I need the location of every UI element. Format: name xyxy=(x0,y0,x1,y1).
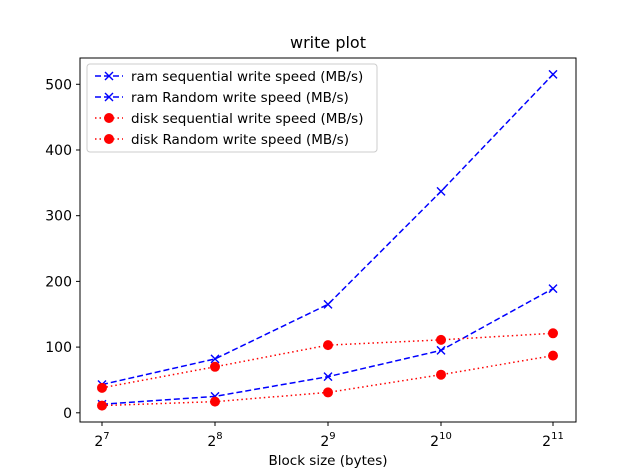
legend-label: disk sequential write speed (MB/s) xyxy=(131,111,363,127)
y-tick-label: 0 xyxy=(63,406,72,422)
data-point xyxy=(210,396,220,407)
data-point xyxy=(97,382,107,393)
legend-marker xyxy=(104,113,114,123)
y-tick-label: 200 xyxy=(45,274,72,290)
legend-marker xyxy=(104,134,114,144)
data-point xyxy=(436,186,446,196)
data-point xyxy=(436,334,446,345)
y-tick-label: 400 xyxy=(45,143,72,159)
data-point xyxy=(323,340,333,351)
x-tick-label: 27 xyxy=(94,431,109,450)
data-point xyxy=(436,345,446,355)
legend-label: ram Random write speed (MB/s) xyxy=(131,90,349,106)
legend-entry: disk Random write speed (MB/s) xyxy=(95,132,349,148)
legend-box xyxy=(86,63,378,153)
series-line-1 xyxy=(101,73,554,386)
data-point xyxy=(323,299,333,309)
data-point xyxy=(548,328,558,339)
data-point xyxy=(323,387,333,398)
x-tick-label: 28 xyxy=(207,431,222,450)
y-tick-label: 300 xyxy=(45,209,72,225)
data-point xyxy=(97,400,107,411)
data-point xyxy=(548,350,558,361)
y-tick-label: 500 xyxy=(45,77,72,93)
x-tick-label: 29 xyxy=(320,431,335,450)
chart-title: write plot xyxy=(290,33,366,52)
data-point xyxy=(436,369,446,380)
data-point xyxy=(548,69,558,79)
data-point xyxy=(323,372,333,382)
legend-entry: ram sequential write speed (MB/s) xyxy=(95,69,363,85)
x-tick-label: 210 xyxy=(430,431,452,450)
legend-marker xyxy=(104,71,114,81)
legend-entry: disk sequential write speed (MB/s) xyxy=(95,111,363,127)
x-tick-label: 211 xyxy=(542,431,564,450)
y-tick-label: 100 xyxy=(45,340,72,356)
legend-label: ram sequential write speed (MB/s) xyxy=(131,69,363,85)
data-point xyxy=(210,354,220,364)
legend: ram sequential write speed (MB/s) ram Ran… xyxy=(86,63,378,153)
data-point xyxy=(548,284,558,294)
legend-entry: ram Random write speed (MB/s) xyxy=(95,90,349,106)
legend-label: disk Random write speed (MB/s) xyxy=(131,132,349,148)
data-point xyxy=(210,361,220,372)
x-axis-label: Block size (bytes) xyxy=(269,453,388,469)
legend-marker xyxy=(104,92,114,102)
plot-area: 0 100 200 300 400 500 27 28 29 210 211 xyxy=(45,57,577,450)
